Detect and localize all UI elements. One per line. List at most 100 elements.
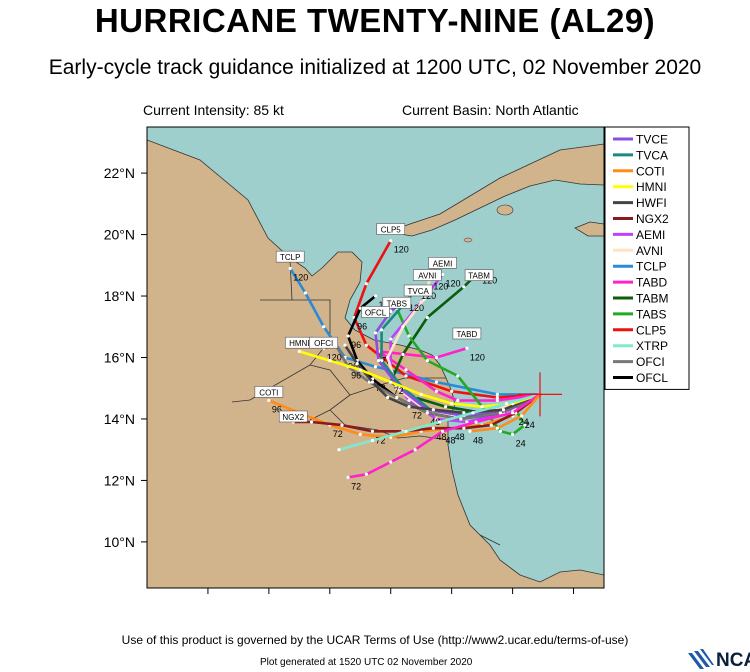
land-layer (147, 139, 604, 588)
forecast-hour-label: 120 (433, 282, 448, 292)
country-borders (231, 259, 501, 546)
track-point (450, 389, 454, 393)
track-point (364, 343, 368, 347)
model-label: TVCA (407, 287, 429, 296)
track-point (489, 423, 493, 427)
track-point (440, 429, 445, 433)
track-map: 9612096120721201202412012012012048729612… (104, 126, 690, 594)
forecast-hour-label: 96 (357, 322, 367, 332)
track-point (407, 334, 411, 338)
legend-label: AVNI (636, 244, 663, 258)
track-point (456, 374, 460, 378)
map-title: HURRICANE TWENTY-NINE (AL29) (94, 2, 656, 39)
model-label-box (428, 256, 457, 269)
track-point (425, 411, 429, 415)
track-point (434, 355, 439, 360)
track-point (495, 426, 499, 430)
track-point (303, 291, 308, 295)
track-point (386, 355, 390, 360)
track-point (404, 368, 408, 372)
track-tclp (288, 267, 542, 396)
track-point (395, 395, 399, 400)
forecast-hour-label: 96 (351, 340, 361, 350)
model-label: OFCI (314, 339, 333, 348)
forecast-hour-label: 120 (470, 352, 485, 362)
forecast-hour-label: 72 (333, 429, 343, 439)
track-point (419, 392, 423, 396)
forecast-hour-label: 48 (473, 435, 483, 445)
y-tick-label: 16°N (104, 350, 135, 366)
model-label-box (376, 223, 406, 235)
model-label-box (382, 296, 412, 309)
model-label: OFCL (365, 308, 387, 317)
legend-label: TABM (636, 292, 668, 306)
forecast-hour-label: 120 (293, 272, 308, 282)
track-point (471, 411, 475, 415)
model-label: TCLP (280, 253, 300, 262)
track-point (358, 368, 362, 372)
track-point (425, 358, 429, 363)
track-point (389, 380, 393, 384)
legend-label: NGX2 (636, 212, 669, 226)
current-basin: Current Basin: North Atlantic (402, 102, 579, 118)
track-point (480, 405, 484, 409)
legend-label: HWFI (636, 196, 667, 210)
y-tick-label: 22°N (104, 165, 135, 181)
forecast-hour-label: 120 (327, 352, 342, 362)
track-point (404, 429, 408, 433)
track-point (510, 432, 515, 436)
track-point (504, 402, 509, 406)
legend-label: AEMI (636, 228, 665, 242)
model-label-box (278, 410, 308, 423)
legend-label: COTI (636, 164, 665, 178)
track-point (495, 392, 499, 396)
track-tabd-s (346, 393, 542, 479)
model-label: NGX2 (282, 413, 304, 422)
model-label: COTI (259, 388, 278, 397)
track-point (407, 405, 411, 409)
track-coti-s (468, 393, 542, 433)
track-point (401, 352, 405, 357)
track-point (434, 417, 439, 421)
track-point (474, 420, 478, 424)
track-point (459, 417, 463, 421)
track-point (309, 420, 314, 424)
track-point (364, 472, 368, 476)
model-label-box (309, 336, 339, 349)
track-point (386, 395, 390, 400)
jamaica-land (574, 221, 604, 237)
track-point (370, 380, 375, 384)
track-point (431, 408, 435, 412)
track-point (404, 374, 408, 378)
forecast-hour-label: 120 (409, 303, 424, 313)
track-point (370, 429, 375, 433)
legend-label: TCLP (636, 260, 667, 274)
track-point (389, 337, 393, 341)
forecast-tracks: 9612096120721201202412012012012048729612… (267, 239, 542, 491)
track-point (462, 285, 466, 289)
central-america-land (147, 139, 604, 588)
model-label: AEMI (433, 259, 453, 268)
track-point (358, 306, 362, 310)
forecast-hour-label: 96 (351, 371, 361, 381)
forecast-hour-label: 72 (351, 481, 361, 491)
track-point (389, 460, 393, 464)
track-point (389, 309, 393, 313)
forecast-hour-label: 72 (412, 411, 422, 421)
track-point (495, 395, 499, 400)
track-coti (267, 393, 542, 439)
model-label: TABS (387, 299, 407, 308)
track-point (498, 411, 503, 415)
model-label-box (361, 306, 390, 318)
track-point (297, 349, 301, 353)
track-point (498, 429, 503, 433)
model-label-box (254, 386, 284, 398)
track-point (376, 358, 381, 363)
track-point (501, 408, 506, 412)
track-point (465, 346, 469, 350)
track-point (437, 420, 442, 424)
forecast-hour-label: 120 (394, 245, 409, 255)
track-point (288, 266, 292, 270)
terms-of-use: Use of this product is governed by the U… (121, 633, 629, 647)
